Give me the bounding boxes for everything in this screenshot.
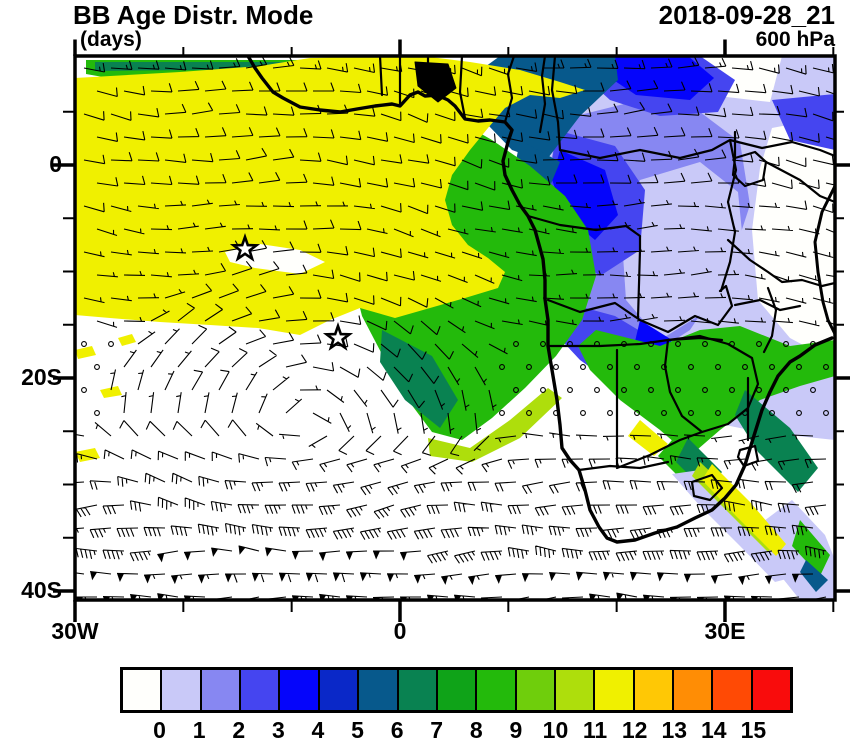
colorbar-cell-14	[672, 670, 712, 710]
wind-barbs	[75, 56, 835, 600]
colorbar-tick-label: 6	[390, 717, 404, 743]
colorbar-tick-label: 15	[740, 717, 767, 743]
pressure-level-label: 600 hPa	[755, 28, 835, 51]
region-green-east-band	[578, 326, 835, 456]
star-marker	[229, 233, 261, 262]
colorbar-tick-label: 1	[192, 717, 206, 743]
colorbar	[120, 667, 793, 713]
colorbar-cell-6	[357, 670, 397, 710]
colorbar-cell-12	[593, 670, 633, 710]
units-label: (days)	[80, 28, 142, 51]
datetime-label: 2018-09-28_21	[658, 0, 835, 30]
colorbar-tick-label: 0	[153, 717, 166, 743]
map-canvas	[53, 39, 850, 622]
colorbar-tick-label: 7	[430, 717, 444, 743]
colorbar-tick-label: 13	[661, 717, 688, 743]
colorbar-tick-label: 11	[582, 717, 608, 743]
colorbar-tick-label: 3	[271, 717, 285, 743]
colorbar-tick-label: 5	[351, 717, 364, 743]
colorbar-cell-11	[553, 670, 594, 710]
region-yellow-fleck-1	[75, 346, 96, 359]
colorbar-cell-3	[239, 670, 279, 710]
colorbar-cell-10	[514, 670, 554, 710]
colorbar-cell-2	[199, 670, 240, 710]
region-yellow-fleck-3	[75, 448, 100, 462]
region-seagreen-se-1	[735, 390, 818, 492]
colorbar-cell-8	[435, 670, 476, 710]
region-yellow-main	[75, 57, 585, 335]
region-chartreuse-vortex	[428, 388, 562, 462]
colorbar-cell-15	[711, 670, 751, 710]
colorbar-tick-label: 10	[542, 717, 569, 743]
page-title: BB Age Distr. Mode	[73, 0, 314, 30]
colorbar-cell-1	[160, 670, 200, 710]
region-teal-corner	[800, 560, 828, 592]
colorbar-cell-13	[632, 670, 673, 710]
region-yellow-fleck-2	[100, 386, 122, 398]
star-marker	[322, 322, 354, 351]
colorbar-cell-4	[278, 670, 318, 710]
colorbar-tick-label: 8	[469, 717, 483, 743]
colorbar-tick-label: 14	[701, 717, 727, 743]
colorbar-tick-label: 2	[232, 717, 246, 743]
coastlines-and-borders	[246, 56, 835, 544]
colorbar-cell-7	[396, 670, 436, 710]
region-yellow-se-coast	[702, 464, 786, 556]
colorbar-tick-label: 9	[509, 717, 523, 743]
region-seagreen-vortex	[380, 330, 458, 428]
colorbar-cell-16	[750, 670, 791, 710]
map-frame	[73, 54, 837, 602]
colorbar-cell-9	[475, 670, 515, 710]
region-teal-car	[515, 140, 560, 186]
axis-ticks	[53, 39, 850, 622]
colorbar-tick-label: 12	[621, 717, 648, 743]
age-field-regions	[75, 56, 835, 600]
colorbar-cell-5	[317, 670, 358, 710]
region-yellow-streak-se	[628, 420, 668, 456]
colorbar-tick-label: 4	[311, 717, 325, 743]
region-yellow-fleck-4	[118, 334, 136, 346]
star-markers	[229, 233, 354, 351]
colorbar-cell-0	[123, 670, 161, 710]
